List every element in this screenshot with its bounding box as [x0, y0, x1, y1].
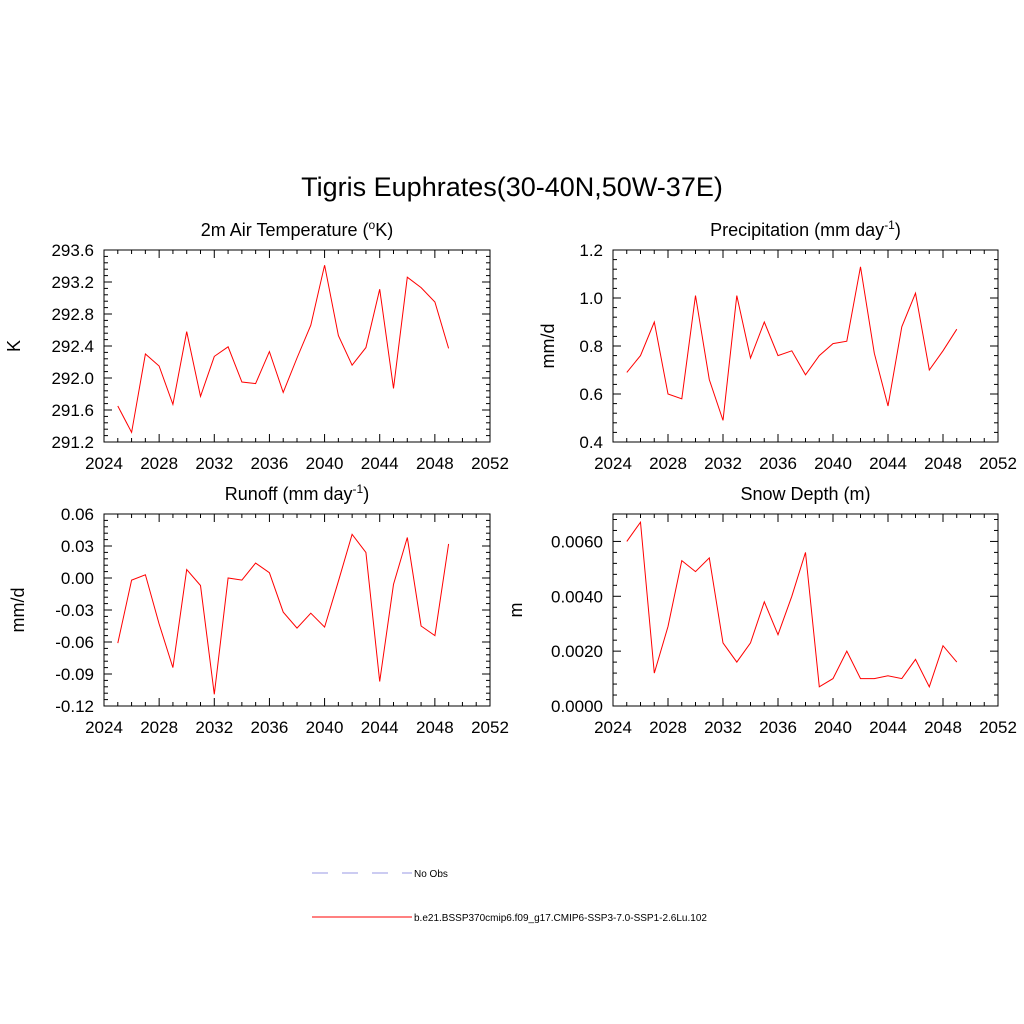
y-tick-label: 292.4 — [51, 337, 94, 356]
x-tick-label: 2028 — [140, 454, 178, 473]
x-tick-label: 2044 — [869, 718, 907, 737]
x-tick-label: 2052 — [471, 454, 509, 473]
x-tick-label: 2040 — [814, 718, 852, 737]
panel-2: Precipitation (mm day-1) mm/d 2024 2028 2032… — [538, 218, 1017, 473]
x-tick-label: 2032 — [195, 718, 233, 737]
plot-frame — [612, 249, 999, 443]
panel-title: Snow Depth (m) — [740, 484, 870, 504]
panel-title-sup: -1 — [884, 218, 895, 232]
series-line — [117, 265, 450, 434]
y-tick-label: -0.03 — [55, 601, 94, 620]
series-line — [626, 266, 958, 421]
panels: 2m Air Temperature (oK) K 2024 2028 2032 2036… — [4, 218, 1017, 737]
y-tick-label: 0.0000 — [551, 697, 603, 716]
y-axis-label: mm/d — [538, 324, 558, 369]
x-tick-label: 2048 — [416, 454, 454, 473]
x-tick-label: 2044 — [361, 454, 399, 473]
figure-title: Tigris Euphrates(30-40N,50W-37E) — [301, 172, 723, 202]
panel-title-text: Snow Depth (m) — [740, 484, 870, 504]
x-tick-label: 2040 — [306, 454, 344, 473]
x-tick-label: 2036 — [759, 454, 797, 473]
x-tick-label: 2048 — [924, 454, 962, 473]
x-tick-label: 2052 — [979, 454, 1017, 473]
legend-label-model: b.e21.BSSP370cmip6.f09_g17.CMIP6-SSP3-7.… — [414, 913, 707, 924]
legend: No Obs b.e21.BSSP370cmip6.f09_g17.CMIP6-… — [312, 869, 707, 924]
plot-frame — [612, 513, 999, 707]
panel-title-text: 2m Air Temperature ( — [201, 220, 369, 240]
panel-4: Snow Depth (m) m 2024 2028 2032 2036 2040 2044 2… — [506, 484, 1017, 737]
x-tick-label: 2040 — [814, 454, 852, 473]
y-axis-label: m — [506, 603, 526, 618]
panel-title-tail: ) — [363, 484, 369, 504]
x-tick-label: 2024 — [85, 718, 123, 737]
x-tick-label: 2052 — [979, 718, 1017, 737]
x-tick-label: 2036 — [251, 454, 289, 473]
y-tick-label: 0.4 — [579, 433, 603, 452]
x-tick-label: 2024 — [594, 718, 632, 737]
y-tick-label: 0.06 — [61, 505, 94, 524]
panel-title: Precipitation (mm day-1) — [710, 218, 901, 240]
x-tick-label: 2024 — [594, 454, 632, 473]
y-tick-label: 0.0060 — [551, 532, 603, 551]
plot-frame — [103, 249, 491, 443]
x-tick-label: 2036 — [251, 718, 289, 737]
y-tick-label: 0.03 — [61, 537, 94, 556]
series-line — [626, 520, 958, 689]
panel-title-text: Precipitation (mm day — [710, 220, 884, 240]
y-tick-label: 293.6 — [51, 241, 94, 260]
x-tick-label: 2032 — [704, 454, 742, 473]
x-tick-label: 2052 — [471, 718, 509, 737]
y-tick-label: 291.6 — [51, 401, 94, 420]
x-tick-label: 2044 — [869, 454, 907, 473]
panel-1: 2m Air Temperature (oK) K 2024 2028 2032 2036… — [4, 218, 509, 473]
panel-title-tail: ) — [895, 220, 901, 240]
x-tick-label: 2028 — [140, 718, 178, 737]
y-tick-label: -0.06 — [55, 633, 94, 652]
y-tick-label: 1.0 — [579, 289, 603, 308]
y-tick-label: 293.2 — [51, 273, 94, 292]
x-tick-label: 2024 — [85, 454, 123, 473]
y-tick-label: 0.6 — [579, 385, 603, 404]
x-tick-label: 2044 — [361, 718, 399, 737]
y-tick-label: 0.8 — [579, 337, 603, 356]
x-tick-label: 2048 — [416, 718, 454, 737]
x-tick-label: 2040 — [306, 718, 344, 737]
x-tick-label: 2032 — [195, 454, 233, 473]
y-axis-label: K — [4, 340, 24, 352]
x-tick-label: 2036 — [759, 718, 797, 737]
y-tick-label: 291.2 — [51, 433, 94, 452]
x-tick-label: 2028 — [649, 454, 687, 473]
legend-label-no-obs: No Obs — [414, 869, 448, 880]
panel-title-tail: K) — [375, 220, 393, 240]
panel-3: Runoff (mm day-1) mm/d 2024 2028 2032 2036 204… — [8, 482, 509, 737]
y-tick-label: 0.00 — [61, 569, 94, 588]
y-tick-label: 0.0040 — [551, 587, 603, 606]
y-tick-label: 0.0020 — [551, 642, 603, 661]
panel-title-text: Runoff (mm day — [225, 484, 353, 504]
x-tick-label: 2032 — [704, 718, 742, 737]
x-tick-label: 2048 — [924, 718, 962, 737]
y-tick-label: -0.12 — [55, 697, 94, 716]
series-line — [117, 533, 450, 695]
y-tick-label: 292.0 — [51, 369, 94, 388]
x-tick-label: 2028 — [649, 718, 687, 737]
plot-frame — [103, 513, 491, 707]
panel-title-sup: o — [369, 218, 376, 232]
y-axis-label: mm/d — [8, 588, 28, 633]
panel-title: 2m Air Temperature (oK) — [201, 218, 393, 240]
panel-title-sup: -1 — [353, 482, 364, 496]
y-tick-label: 1.2 — [579, 241, 603, 260]
y-tick-label: -0.09 — [55, 665, 94, 684]
panel-title: Runoff (mm day-1) — [225, 482, 369, 504]
y-tick-label: 292.8 — [51, 305, 94, 324]
